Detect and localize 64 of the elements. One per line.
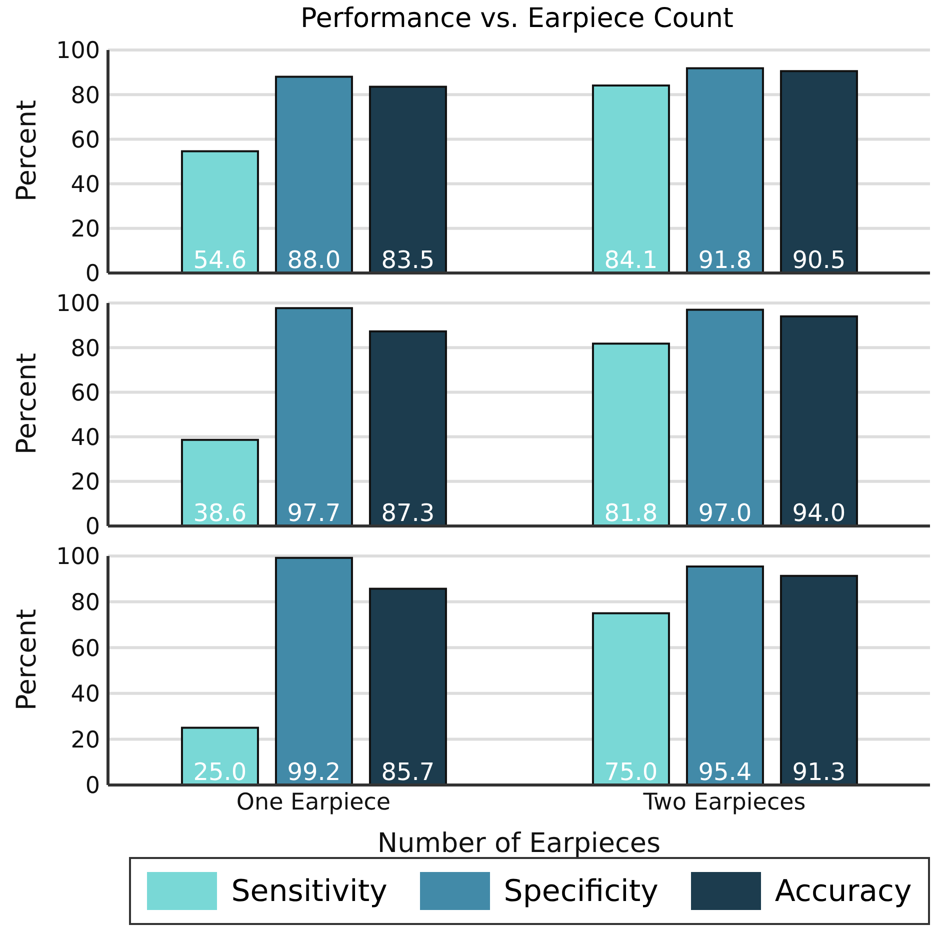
bar — [780, 574, 858, 785]
data-label: 75.0 — [604, 758, 658, 786]
chart-title: Performance vs. Earpiece Count — [299, 2, 735, 36]
data-label: 25.0 — [193, 758, 247, 786]
x-tick-label: Two Earpieces — [642, 789, 806, 816]
y-tick-label: 40 — [70, 682, 100, 708]
data-label: 84.1 — [604, 246, 658, 274]
data-label: 97.7 — [287, 499, 341, 527]
y-tick-label: 0 — [85, 261, 100, 288]
bar — [274, 76, 353, 273]
y-axis-title: Percent — [12, 100, 43, 202]
bar — [686, 67, 764, 273]
data-label: 91.3 — [792, 758, 846, 786]
data-label: 95.4 — [698, 758, 752, 786]
y-tick-label: 60 — [70, 636, 100, 662]
x-tick-label: One Earpiece — [236, 789, 391, 816]
data-label: 54.6 — [193, 246, 247, 274]
bar — [686, 308, 764, 526]
y-tick-label: 40 — [70, 172, 100, 198]
y-tick-label: 0 — [85, 773, 100, 800]
bar — [274, 556, 353, 785]
bar — [592, 342, 670, 526]
data-label: 81.8 — [604, 499, 658, 527]
bar — [780, 315, 858, 526]
bar — [368, 330, 447, 526]
y-tick-label: 100 — [56, 291, 100, 318]
y-tick-label: 40 — [70, 424, 100, 451]
y-tick-label: 60 — [70, 380, 100, 406]
data-label: 83.5 — [381, 246, 435, 274]
bar — [180, 726, 259, 785]
data-label: 91.8 — [698, 246, 752, 274]
data-label: 85.7 — [381, 758, 435, 786]
bar — [180, 150, 259, 273]
legend-label: Sensitivity — [231, 874, 388, 908]
data-label: 97.0 — [698, 499, 752, 527]
y-tick-label: 20 — [70, 470, 100, 496]
data-label: 90.5 — [792, 246, 846, 274]
y-axis-title: Percent — [12, 608, 43, 710]
y-tick-label: 80 — [70, 82, 100, 109]
y-tick-label: 100 — [56, 38, 100, 64]
legend-label: Accuracy — [774, 874, 912, 908]
y-tick-label: 20 — [70, 727, 100, 754]
bar — [368, 86, 447, 273]
bar — [780, 70, 858, 273]
y-tick-label: 20 — [70, 216, 100, 243]
data-label: 87.3 — [381, 499, 435, 527]
data-label: 94.0 — [792, 499, 846, 527]
data-label: 88.0 — [287, 246, 341, 274]
data-label: 99.2 — [287, 758, 341, 786]
x-axis-title: Number of Earpieces — [377, 828, 661, 859]
bar — [368, 588, 447, 785]
y-tick-label: 80 — [70, 336, 100, 362]
y-tick-label: 60 — [70, 127, 100, 154]
y-axis-title: Percent — [12, 352, 43, 454]
bar — [180, 438, 259, 526]
y-tick-label: 80 — [70, 590, 100, 616]
legend-label: Specificity — [504, 874, 658, 908]
y-tick-label: 100 — [56, 544, 100, 570]
bar — [592, 84, 670, 273]
bar — [274, 307, 353, 526]
data-label: 38.6 — [193, 499, 247, 527]
bar — [686, 566, 764, 785]
bar — [592, 612, 670, 785]
y-tick-label: 0 — [85, 514, 100, 540]
